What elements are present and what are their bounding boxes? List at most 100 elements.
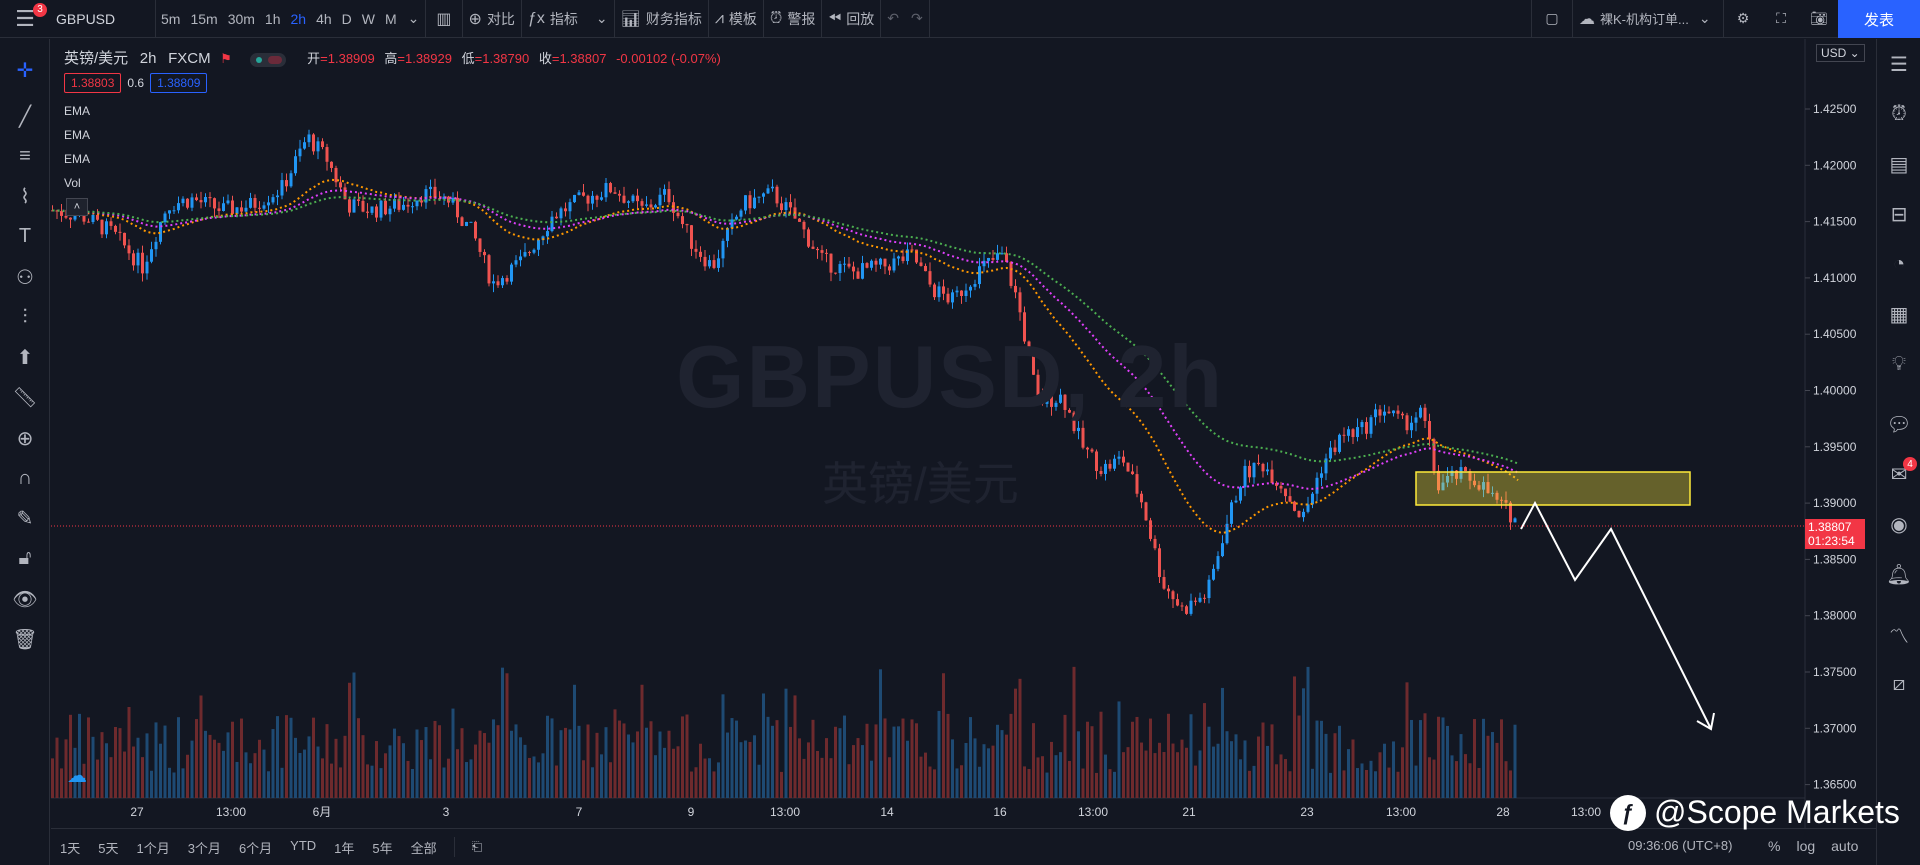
interval-2h-button[interactable]: 2h [290,10,307,27]
data-window-icon[interactable]: ⊟ [1890,203,1908,226]
text-icon[interactable]: T [18,225,32,248]
depth-icon[interactable]: 〽 [1889,625,1909,648]
interval-m-button[interactable]: M [385,10,397,27]
screenshot-button[interactable]: 📷︎ [1800,0,1838,38]
supply-zone-rectangle[interactable] [1415,471,1691,506]
eye-icon[interactable]: 👁︎ [12,588,38,611]
node-icon[interactable]: ⚇ [16,266,34,289]
measure-icon[interactable]: ⫶ [22,305,28,328]
indicator-ema-1[interactable]: EMA [64,104,91,118]
arrow-up-icon[interactable]: ⬆ [16,347,34,370]
templates-label: 模板 [728,10,757,27]
news-icon[interactable]: ▤ [1889,153,1909,176]
candle-body [1315,477,1319,494]
publish-button[interactable]: 发表 [1838,0,1920,38]
calendar-icon[interactable]: ▦ [1889,303,1909,326]
buy-price-button[interactable]: 1.38809 [150,73,208,93]
interval-1h-button[interactable]: 1h [264,10,281,27]
redo-button[interactable]: ↷ [905,0,929,38]
undo-button[interactable]: ↶ [881,0,905,38]
range-button-6[interactable]: 1年 [334,840,355,856]
volume-bar [762,693,765,798]
zoom-icon[interactable]: ⊕ [16,427,34,450]
percent-scale-toggle[interactable]: % [1768,838,1781,854]
trash-icon[interactable]: 🗑︎ [12,628,38,651]
time-axis[interactable]: 27 13:00 6月 3 7 9 13:00 14 16 13:00 21 23 13:00 28 13:… [130,805,1601,819]
layout-select-button[interactable]: ▢ [1532,0,1572,38]
range-button-1[interactable]: 5天 [98,840,119,856]
price-axis[interactable]: 1.42500 1.42000 1.41500 1.41000 1.40500 1.400… [1805,102,1857,792]
trendline-icon[interactable]: ╱ [18,105,32,128]
ruler-axis-icon[interactable]: ⧄ [1892,672,1906,695]
projection-path[interactable] [1520,500,1712,730]
private-chat-icon[interactable]: ✉︎ 4 [1877,457,1920,489]
volume-bar [1063,714,1067,798]
notification-icon[interactable]: 🔔︎ [1886,563,1912,586]
clock-icon[interactable]: ◔ [1892,252,1906,275]
interval-15m-button[interactable]: 15m [190,10,218,27]
collapse-legend-button[interactable]: ˄ [66,198,88,216]
idea-icon[interactable]: 💡︎ [1892,352,1906,375]
menu-button[interactable]: ☰ 3 [0,0,50,38]
candle-body [1117,456,1121,459]
magnet-icon[interactable]: ∩ [17,466,33,489]
date-range-button[interactable]: ⎗ [463,839,491,855]
candle-body [825,252,828,254]
templates-button[interactable]: ⩘ 模板 [709,0,763,38]
candle-body [1086,447,1089,450]
flag-icon[interactable]: ⚑ [220,51,232,66]
pattern-icon[interactable]: ⌇ [20,186,30,209]
lock-icon[interactable]: 🔓︎ [18,547,32,570]
crosshair-icon[interactable]: ✛ [16,59,34,82]
legend-title[interactable]: 英镑/美元 [64,50,129,67]
candle-body [321,141,324,148]
indicator-ema-2[interactable]: EMA [64,128,91,142]
range-button-5[interactable]: YTD [290,837,317,853]
candle-body [735,216,738,220]
alert-button[interactable]: ⏰︎ 警报 [764,0,821,38]
replay-button[interactable]: ⏪︎ 回放 [822,0,880,38]
indicator-ema-3[interactable]: EMA [64,152,91,166]
volume-bar [978,766,981,798]
settings-button[interactable]: ⚙︎ [1724,0,1762,38]
candle-body [159,222,162,242]
indicators-button[interactable]: ƒx 指标 ⌄ [522,0,614,38]
symbol-search-button[interactable]: GBPUSD [56,10,116,27]
volume-bar [1131,721,1134,798]
interval-d-button[interactable]: D [341,10,352,27]
stream-icon[interactable]: ◉ [1890,513,1908,536]
interval-w-button[interactable]: W [361,10,375,27]
volume-bar [91,736,95,798]
auto-scale-toggle[interactable]: auto [1831,838,1859,854]
currency-selector[interactable]: USD ⌄ [1816,44,1865,62]
compare-button[interactable]: ⊕ 对比 [463,0,521,38]
pencil-lock-icon[interactable]: ✎ [16,508,34,531]
fullscreen-button[interactable]: ⛶ [1762,0,1800,38]
volume-bar [1500,719,1503,798]
interval-5m-button[interactable]: 5m [161,10,181,27]
price-chart[interactable]: 1.42500 1.42000 1.41500 1.41000 1.40500 1.400… [51,39,1876,829]
chart-type-button[interactable]: ▥ [426,0,461,38]
candle-body [1279,485,1283,489]
financials-button[interactable]: 📊︎ 财务指标 [615,0,708,38]
range-button-3[interactable]: 3个月 [187,840,221,856]
market-status-toggle[interactable] [249,52,286,67]
interval-4h-button[interactable]: 4h [316,10,332,27]
indicator-vol[interactable]: Vol [64,176,81,190]
fib-icon[interactable]: ≡ [19,144,31,167]
timezone-clock[interactable]: 09:36:06 (UTC+8) [1628,838,1733,853]
layout-name-button[interactable]: ☁︎ 裸K-机构订单... ⌄ [1573,0,1723,38]
ruler-icon[interactable]: 📏︎ [12,387,38,410]
chat-icon[interactable]: 💬︎ [1886,413,1912,436]
log-scale-toggle[interactable]: log [1796,838,1816,854]
range-button-4[interactable]: 6个月 [238,840,273,856]
interval-dropdown-button[interactable]: ⌄ [402,0,426,38]
watchlist-icon[interactable]: ☰ [1890,53,1908,76]
alarm-icon[interactable]: ⏰︎ [1891,102,1907,125]
interval-30m-button[interactable]: 30m [227,10,255,27]
range-button-7[interactable]: 5年 [372,840,393,856]
range-button-8[interactable]: 全部 [410,840,437,856]
range-button-2[interactable]: 1个月 [136,840,170,856]
range-button-0[interactable]: 1天 [60,840,81,856]
sell-price-button[interactable]: 1.38803 [64,73,122,93]
